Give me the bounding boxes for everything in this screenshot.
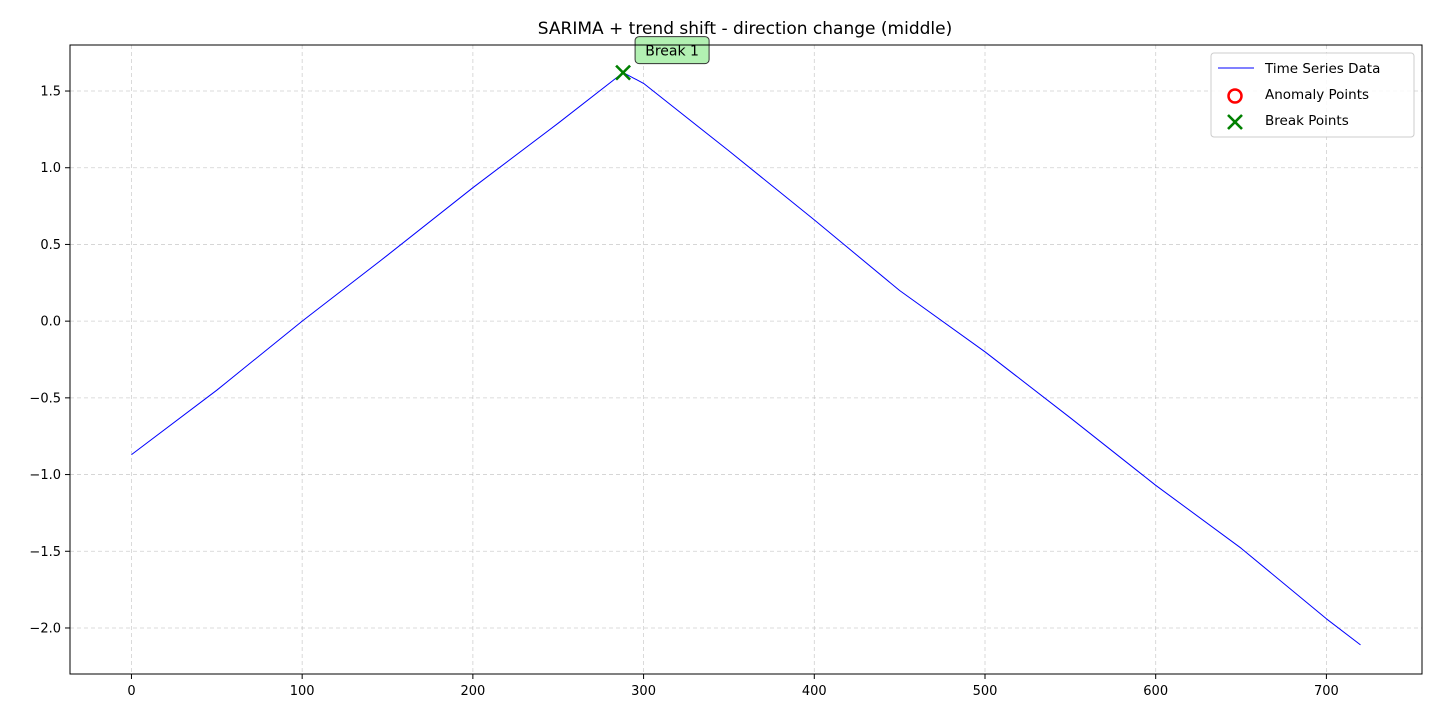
y-tick-label: −2.0 [29,621,61,636]
x-axis-ticks: 0 100 200 300 400 500 600 700 [127,674,1339,699]
break-annotation-label: Break 1 [645,44,699,60]
legend-label-anomaly: Anomaly Points [1265,87,1369,103]
x-tick-label: 100 [290,684,315,699]
y-axis-ticks: 1.5 1.0 0.5 0.0 −0.5 −1.0 −1.5 −2.0 [29,85,70,636]
legend-label-series: Time Series Data [1264,61,1380,77]
legend-anomaly-marker-icon [1227,88,1243,104]
chart-title: SARIMA + trend shift - direction change … [538,19,952,39]
x-tick-label: 600 [1143,684,1168,699]
y-tick-label: 1.0 [40,161,61,176]
x-tick-label: 400 [802,684,827,699]
plot-area-frame [69,44,1423,675]
y-tick-label: 0.5 [40,238,61,253]
y-tick-label: −1.0 [29,468,61,483]
legend-frame [1210,52,1415,138]
x-tick-label: 0 [127,684,135,699]
y-tick-label: −1.5 [29,545,61,560]
legend-label-break: Break Points [1265,113,1349,129]
grid-lines [70,45,1422,674]
y-tick-label: −0.5 [29,391,61,406]
legend-break-marker-icon [1227,114,1243,130]
legend: Time Series Data Anomaly Points Break Po… [1210,52,1415,138]
break-points-layer: Break 1 [615,36,710,81]
x-tick-label: 200 [460,684,485,699]
series-layer [131,72,1361,646]
y-tick-label: 0.0 [40,315,61,330]
x-tick-label: 300 [631,684,656,699]
series-line-time-series-data [131,72,1361,646]
y-tick-label: 1.5 [40,85,61,100]
x-tick-label: 700 [1314,684,1339,699]
break-point-marker [615,64,632,81]
break-annotation-box [634,36,710,65]
x-tick-label: 500 [973,684,998,699]
